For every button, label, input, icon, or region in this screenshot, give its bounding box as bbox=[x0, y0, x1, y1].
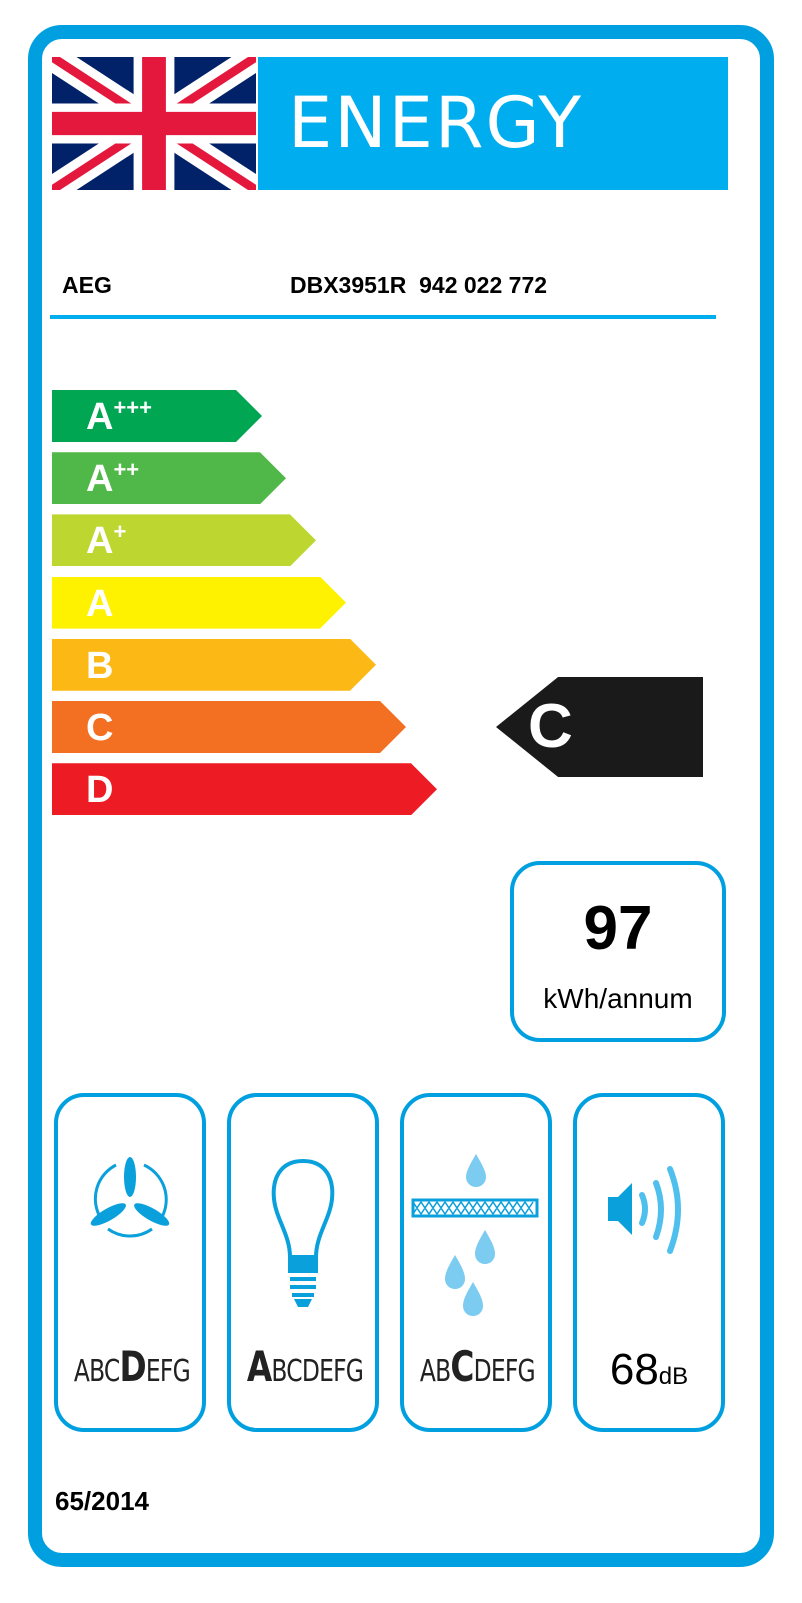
fan-efficiency-box: ABCDEFG bbox=[54, 1093, 206, 1432]
efficiency-bar-0: A+++ bbox=[52, 390, 262, 442]
bar-letter: B bbox=[86, 644, 114, 687]
efficiency-bar-5: C bbox=[52, 701, 406, 753]
noise-level: 68dB bbox=[609, 1345, 689, 1394]
fan-icon bbox=[90, 1157, 170, 1238]
grease-filter-box: ABCDEFG bbox=[400, 1093, 552, 1432]
rating-class: C bbox=[528, 692, 573, 761]
lighting-efficiency-box: ABCDEFG bbox=[227, 1093, 379, 1432]
grease-filter-icon bbox=[411, 1154, 539, 1316]
bar-letter: C bbox=[86, 707, 114, 749]
bar-letter: A bbox=[86, 582, 114, 625]
bar-letter: D bbox=[86, 769, 114, 812]
bar-letter: A bbox=[86, 520, 114, 563]
bar-plus: + bbox=[113, 519, 127, 545]
union-jack-flag-icon bbox=[52, 57, 256, 190]
efficiency-bar-2: A+ bbox=[52, 514, 316, 566]
lighting-efficiency-scale: ABCDEFG bbox=[246, 1342, 364, 1391]
consumption-box: 97 kWh/annum bbox=[510, 861, 726, 1042]
bar-letter: A bbox=[86, 396, 114, 438]
bar-plus: ++ bbox=[113, 457, 140, 483]
consumption-unit: kWh/annum bbox=[543, 983, 693, 1014]
light-bulb-icon bbox=[271, 1158, 335, 1307]
regulation-number: 65/2014 bbox=[55, 1486, 149, 1516]
efficiency-bar-4: B bbox=[52, 639, 376, 691]
noise-box: 68dB bbox=[573, 1093, 725, 1432]
grease-filter-scale: ABCDEFG bbox=[419, 1342, 536, 1391]
consumption-value: 97 bbox=[583, 894, 653, 963]
efficiency-bar-1: A++ bbox=[52, 452, 286, 504]
fan-efficiency-scale: ABCDEFG bbox=[73, 1342, 191, 1391]
brand-name: AEG bbox=[62, 272, 112, 298]
energy-banner: ENERGY bbox=[258, 57, 728, 190]
efficiency-bar-3: A bbox=[52, 577, 346, 629]
efficiency-bar-6: D bbox=[52, 763, 437, 815]
speaker-icon bbox=[608, 1166, 681, 1254]
bar-letter: A bbox=[86, 458, 114, 501]
model-number: DBX3951R 942 022 772 bbox=[290, 272, 548, 298]
divider bbox=[50, 315, 716, 319]
bar-plus: +++ bbox=[113, 395, 152, 420]
